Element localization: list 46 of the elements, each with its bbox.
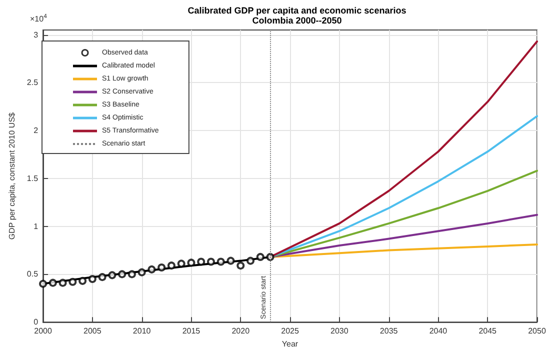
point [68, 278, 77, 286]
x-tick-label: 2025 [281, 326, 300, 336]
point [108, 271, 116, 280]
point [88, 275, 96, 283]
point [167, 262, 176, 270]
point [138, 268, 146, 276]
point [236, 262, 245, 270]
point [158, 264, 166, 272]
x-tick-label: 2035 [380, 326, 398, 336]
point [118, 270, 126, 278]
x-tick-label: 2050 [528, 326, 546, 336]
x-tick-label: 2000 [34, 326, 52, 336]
y-tick-label: 2 [34, 126, 39, 136]
point [128, 270, 136, 278]
point [78, 276, 87, 285]
point [206, 258, 215, 266]
y-axis-title: GDP per capita, constant 2010 US$ [8, 112, 16, 240]
point [177, 260, 186, 268]
point [216, 258, 225, 266]
chart-subtitle: Colombia 2000--2050 [252, 16, 342, 26]
point [148, 265, 156, 274]
point [266, 252, 274, 261]
x-tick-label: 2005 [84, 326, 102, 336]
x-axis-title: Year [282, 340, 298, 348]
x-tick-label: 2020 [232, 326, 250, 336]
point [58, 278, 67, 287]
x-tick-label: 2030 [330, 326, 349, 336]
y-tick-label: 2.5 [26, 78, 39, 88]
point [48, 278, 57, 287]
y-tick-label: 1 [34, 222, 39, 231]
point [187, 258, 196, 267]
point [226, 256, 235, 265]
chart-title: Calibrated GDP per capita and economic scenarios [188, 6, 406, 16]
y-tick-label: 0.5 [26, 270, 39, 279]
point [39, 280, 48, 288]
point [197, 258, 206, 266]
x-tick-label: 2010 [132, 326, 152, 336]
y-tick-label: 1.5 [26, 174, 39, 183]
point [98, 273, 106, 282]
point [246, 256, 254, 265]
y-tick-label: 3 [34, 30, 39, 40]
y-tick-label: 0 [34, 318, 39, 327]
x-tick-label: 2015 [182, 326, 201, 336]
x-tick-label: 2040 [429, 326, 448, 336]
point [256, 252, 264, 261]
x-tick-label: 2045 [478, 326, 498, 336]
